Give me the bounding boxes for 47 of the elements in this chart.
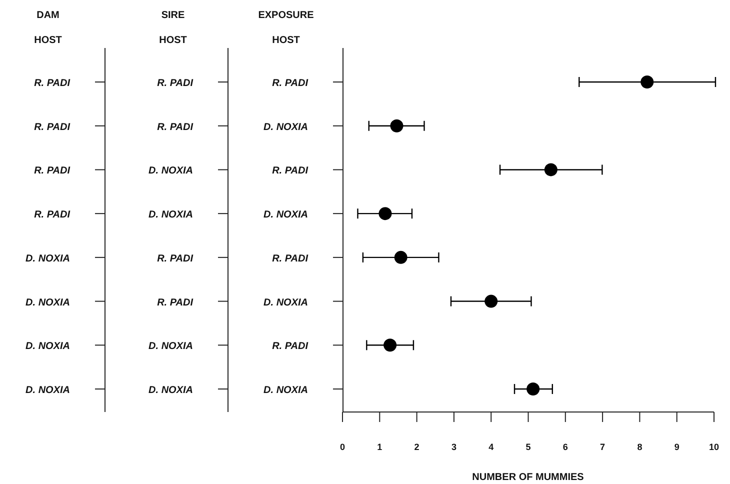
- text: D. NOXIA: [26, 253, 70, 264]
- x-tick-label: 2: [414, 442, 420, 452]
- x-tick-label: 8: [637, 442, 642, 452]
- y-tick-label: D. NOXIA: [264, 210, 308, 221]
- text: D. NOXIA: [148, 341, 193, 352]
- text: R. PADI: [34, 210, 70, 221]
- text: D. NOXIA: [148, 166, 193, 177]
- x-tick-label: 4: [488, 442, 494, 452]
- point: [390, 119, 404, 132]
- point: [394, 250, 408, 264]
- text: R. PADI: [157, 253, 194, 264]
- y-tick-label: D. NOXIA: [264, 122, 308, 133]
- y-tick-label: R. PADI: [272, 166, 308, 177]
- x-tick-label: 7: [600, 442, 606, 452]
- y-tick-label: R. PADI: [272, 341, 308, 352]
- text: R. PADI: [34, 78, 70, 89]
- x-tick-label: 10: [708, 442, 720, 452]
- y-tick-label: R. PADI: [272, 78, 308, 89]
- text: R. PADI: [34, 166, 70, 177]
- text: D. NOXIA: [26, 297, 70, 308]
- text: R. PADI: [157, 122, 194, 133]
- text: DAM HOST: [34, 10, 62, 46]
- y-tick-label: R. PADI: [272, 253, 308, 264]
- point: [378, 207, 392, 220]
- text: R. PADI: [34, 122, 70, 133]
- x-axis-title: NUMBER OF MUMMIES: [472, 472, 584, 483]
- point: [526, 382, 540, 396]
- text: D. NOXIA: [26, 341, 70, 352]
- x-tick-label: 9: [674, 442, 680, 452]
- point: [384, 338, 397, 352]
- point: [640, 76, 654, 88]
- text: R. PADI: [157, 297, 194, 308]
- y-tick-label: D. NOXIA: [264, 297, 308, 308]
- text: D. NOXIA: [148, 385, 193, 396]
- x-tick-label: 6: [562, 442, 568, 452]
- point: [484, 294, 498, 308]
- x-tick-label: 3: [451, 442, 456, 452]
- x-tick-label: 5: [526, 442, 531, 452]
- text: R. PADI: [157, 78, 194, 89]
- y-tick-label: D. NOXIA: [264, 385, 308, 396]
- x-tick-label: 0: [340, 442, 346, 452]
- point: [544, 163, 558, 176]
- text: D. NOXIA: [148, 210, 193, 221]
- text: SIRE HOST: [159, 10, 187, 46]
- text: D. NOXIA: [26, 385, 70, 396]
- x-tick-label: 1: [377, 442, 382, 452]
- text: EXPOSURE HOST: [258, 10, 314, 46]
